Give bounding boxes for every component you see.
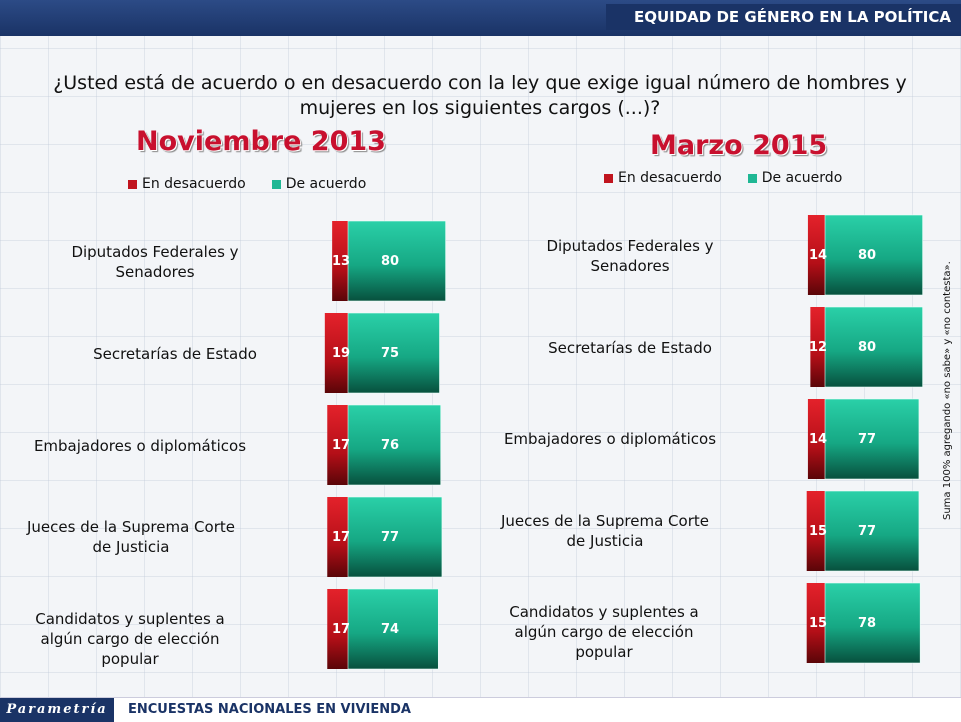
- data-label-acuerdo: 80: [858, 340, 876, 355]
- category-label: Secretarías de Estado: [93, 345, 257, 363]
- bar-en-desacuerdo: [807, 215, 825, 295]
- bar-de-acuerdo: [347, 220, 446, 302]
- category-label: Candidatos y suplentes a algún cargo de …: [35, 610, 225, 668]
- data-label-desacuerdo: 17: [332, 530, 350, 545]
- side-note: Suma 100% agregando «no sabe» y «no cont…: [942, 261, 953, 520]
- bar-de-acuerdo: [347, 496, 443, 578]
- data-label-desacuerdo: 19: [332, 346, 350, 361]
- bar-de-acuerdo: [824, 398, 920, 480]
- legend-item-desacuerdo: En desacuerdo: [604, 170, 722, 186]
- legend-swatch-green: [271, 179, 281, 189]
- legend-label-acuerdo: De acuerdo: [761, 170, 843, 186]
- data-label-desacuerdo: 15: [809, 524, 827, 539]
- bar-en-desacuerdo: [327, 497, 348, 577]
- category-label: Jueces de la Suprema Corte de Justicia: [27, 518, 235, 556]
- legend-nov-2013: En desacuerdo De acuerdo: [128, 176, 384, 192]
- bar-de-acuerdo: [347, 312, 440, 394]
- bar-de-acuerdo: [824, 214, 923, 296]
- panel-title-mar-2015: Marzo 2015: [650, 130, 828, 161]
- data-label-acuerdo: 76: [381, 438, 399, 453]
- bar-de-acuerdo: [824, 582, 921, 664]
- category-label: Jueces de la Suprema Corte de Justicia: [501, 512, 709, 550]
- panel-title-nov-2013: Noviembre 2013: [136, 126, 386, 157]
- bar-de-acuerdo: [347, 588, 439, 670]
- legend-swatch-green: [747, 173, 757, 183]
- bar-en-desacuerdo: [806, 491, 825, 571]
- legend-swatch-red: [604, 173, 613, 183]
- data-label-desacuerdo: 14: [809, 248, 827, 263]
- header-title: EQUIDAD DE GÉNERO EN LA POLÍTICA: [605, 4, 961, 30]
- data-label-desacuerdo: 13: [332, 254, 350, 269]
- footer: Parametría ENCUESTAS NACIONALES EN VIVIE…: [0, 697, 961, 722]
- category-label: Diputados Federales y Senadores: [71, 243, 239, 281]
- bar-de-acuerdo: [347, 404, 442, 486]
- bar-de-acuerdo: [824, 306, 923, 388]
- category-label: Candidatos y suplentes a algún cargo de …: [509, 603, 699, 661]
- data-label-desacuerdo: 14: [809, 432, 827, 447]
- legend-item-acuerdo: De acuerdo: [747, 170, 843, 186]
- legend-item-desacuerdo: En desacuerdo: [128, 176, 246, 192]
- category-label: Secretarías de Estado: [548, 339, 712, 357]
- bar-en-desacuerdo: [324, 313, 348, 393]
- data-label-acuerdo: 77: [858, 432, 876, 447]
- bar-en-desacuerdo: [807, 399, 825, 479]
- data-label-desacuerdo: 17: [332, 622, 350, 637]
- data-label-desacuerdo: 15: [809, 616, 827, 631]
- legend-label-desacuerdo: En desacuerdo: [618, 170, 722, 186]
- survey-question: ¿Usted está de acuerdo o en desacuerdo c…: [53, 72, 907, 119]
- data-label-desacuerdo: 12: [809, 340, 827, 355]
- category-label: Diputados Federales y Senadores: [546, 237, 714, 275]
- data-label-acuerdo: 78: [858, 616, 876, 631]
- data-label-acuerdo: 80: [381, 254, 399, 269]
- footer-text: ENCUESTAS NACIONALES EN VIVIENDA: [128, 702, 411, 717]
- data-label-desacuerdo: 17: [332, 438, 350, 453]
- bar-en-desacuerdo: [327, 589, 348, 669]
- legend-label-desacuerdo: En desacuerdo: [142, 176, 246, 192]
- data-label-acuerdo: 80: [858, 248, 876, 263]
- bar-de-acuerdo: [824, 490, 920, 572]
- legend-label-acuerdo: De acuerdo: [285, 176, 367, 192]
- parametria-logo: Parametría: [0, 698, 114, 722]
- data-label-acuerdo: 75: [381, 346, 399, 361]
- data-label-acuerdo: 74: [381, 622, 399, 637]
- bar-en-desacuerdo: [806, 583, 825, 663]
- bar-en-desacuerdo: [332, 221, 348, 301]
- legend-mar-2015: En desacuerdo De acuerdo: [604, 170, 860, 186]
- legend-item-acuerdo: De acuerdo: [271, 176, 367, 192]
- category-label: Embajadores o diplomáticos: [503, 430, 717, 448]
- data-label-acuerdo: 77: [381, 530, 399, 545]
- bar-en-desacuerdo: [327, 405, 348, 485]
- category-label: Embajadores o diplomáticos: [33, 437, 247, 455]
- data-label-acuerdo: 77: [858, 524, 876, 539]
- bar-en-desacuerdo: [810, 307, 825, 387]
- legend-swatch-red: [128, 179, 137, 189]
